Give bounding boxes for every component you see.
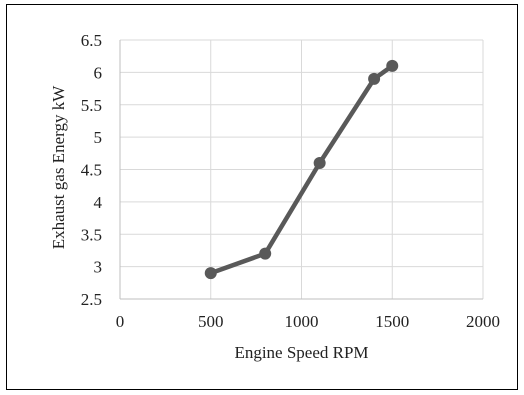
y-tick-label: 5.5 [81,96,102,115]
data-point [386,60,398,72]
tick-labels: 2.5 3 3.5 4 4.5 5 5.5 6 6.5 0 500 1000 1500 2000 [81,31,500,331]
y-tick-label: 4 [94,193,103,212]
x-tick-label: 2000 [466,312,500,331]
x-tick-label: 1500 [375,312,409,331]
y-tick-label: 6.5 [81,31,102,50]
x-axis-title: Engine Speed RPM [234,343,368,362]
y-tick-label: 4.5 [81,161,102,180]
data-point [314,157,326,169]
y-tick-label: 2.5 [81,290,102,309]
y-axis-title: Exhaust gas Energy kW [49,85,68,249]
data-point [368,73,380,85]
x-tick-label: 500 [198,312,224,331]
y-tick-label: 6 [94,63,103,82]
x-tick-label: 1000 [285,312,319,331]
data-point [205,267,217,279]
y-tick-label: 3 [94,258,103,277]
y-tick-label: 3.5 [81,225,102,244]
x-tick-label: 0 [116,312,125,331]
grid-lines [120,40,483,299]
data-point [259,248,271,260]
y-tick-label: 5 [94,128,103,147]
